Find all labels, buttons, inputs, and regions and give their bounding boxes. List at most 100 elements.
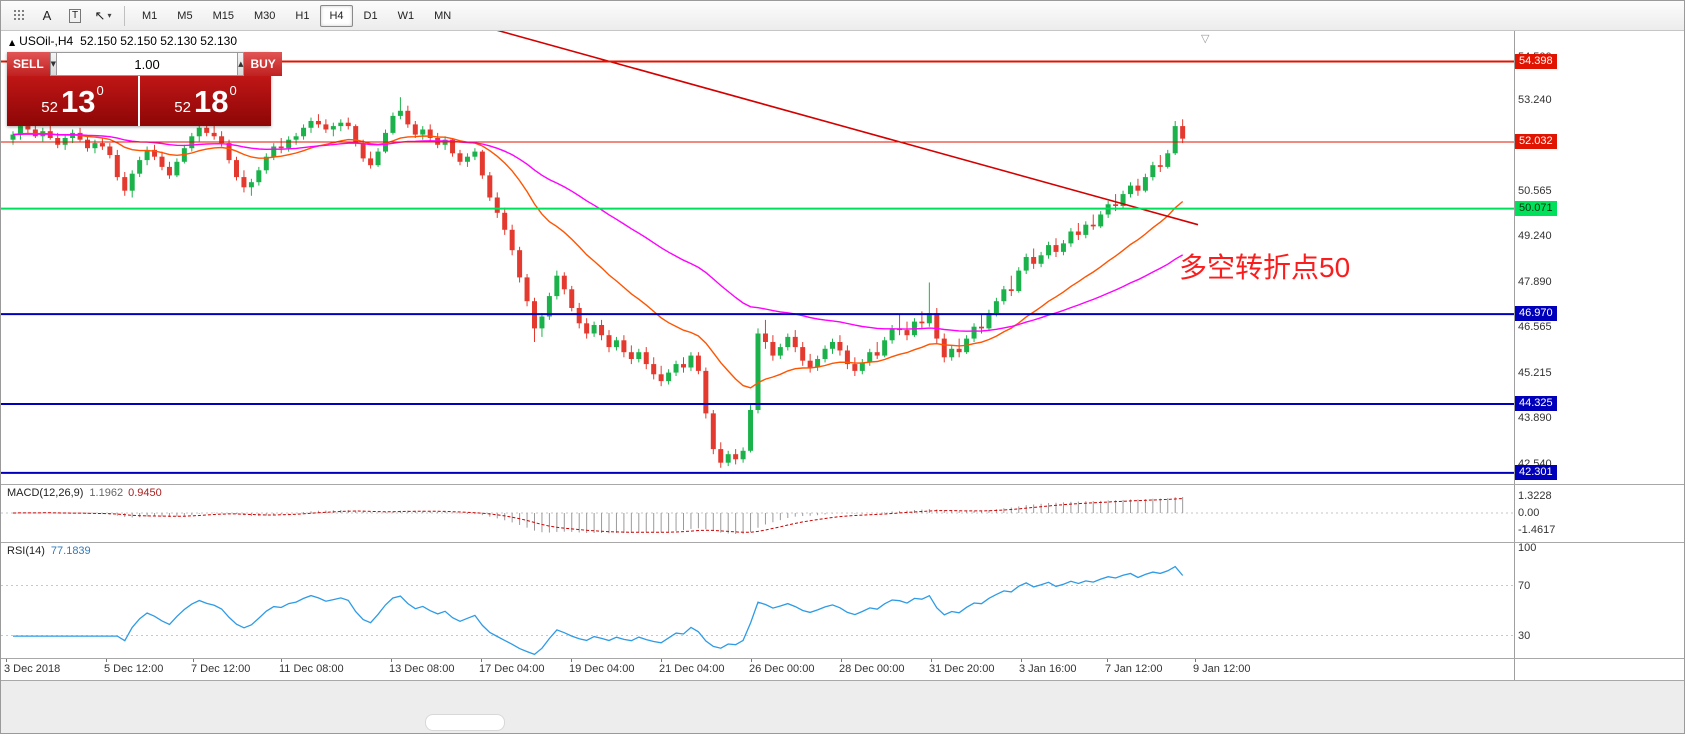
time-axis-tick	[751, 658, 752, 662]
buy-price-display[interactable]: 52 18 0	[140, 76, 271, 126]
time-axis-label: 21 Dec 04:00	[659, 663, 725, 675]
time-axis-label: 5 Dec 12:00	[104, 663, 164, 675]
macd-header: MACD(12,26,9) 1.1962 0.9450	[7, 487, 162, 499]
rsi-panel: RSI(14) 77.1839	[1, 542, 1514, 658]
symbol-label: USOil-,H4	[19, 34, 74, 48]
time-axis-tick	[193, 658, 194, 662]
macd-axis-label: -1.4617	[1518, 524, 1556, 536]
buy-button[interactable]: BUY	[244, 52, 282, 76]
price-chart-area[interactable]: ▲ USOil-,H4 52.150 52.150 52.130 52.130 SE…	[1, 31, 1514, 484]
rsi-value: 77.1839	[50, 545, 91, 557]
time-axis-label: 7 Jan 12:00	[1105, 663, 1163, 675]
time-axis-label: 7 Dec 12:00	[191, 663, 251, 675]
timeframe-button-m1[interactable]: M1	[133, 5, 166, 27]
macd-panel: MACD(12,26,9) 1.1962 0.9450	[1, 484, 1514, 542]
drawing-tools-group: A T ↖ ▾	[6, 4, 116, 28]
rsi-header: RSI(14) 77.1839	[7, 545, 91, 557]
time-axis-label: 13 Dec 08:00	[389, 663, 455, 675]
price-level-badge: 46.970	[1515, 306, 1557, 322]
rsi-axis-label: 70	[1518, 579, 1531, 592]
taskbar-pill	[425, 714, 505, 731]
chart-shift-marker[interactable]: ▽	[1201, 32, 1210, 45]
sell-price-point: 0	[96, 83, 104, 98]
volume-increase-button[interactable]: ▲	[237, 52, 245, 76]
timeframe-group: M1 M5 M15 M30 H1 H4 D1 W1 MN	[133, 4, 460, 27]
time-axis-label: 19 Dec 04:00	[569, 663, 635, 675]
time-axis-tick	[571, 658, 572, 662]
collapse-arrow-icon[interactable]: ▲	[9, 38, 16, 47]
time-axis-label: 31 Dec 20:00	[929, 663, 995, 675]
text-label-tool-icon: T	[68, 8, 82, 23]
sell-price-display[interactable]: 52 13 0	[7, 76, 138, 126]
time-axis-tick	[661, 658, 662, 662]
crosshair-icon	[12, 9, 26, 22]
time-axis-label: 17 Dec 04:00	[479, 663, 545, 675]
time-axis-label: 11 Dec 08:00	[279, 663, 344, 675]
sell-price-pips: 13	[60, 83, 96, 119]
time-axis-label: 9 Jan 12:00	[1193, 663, 1251, 675]
trade-panel-divider	[138, 76, 140, 126]
time-axis[interactable]: 3 Dec 2018 5 Dec 12:00 7 Dec 12:00 11 Dec 0…	[1, 658, 1514, 680]
text-tool-button[interactable]: A	[34, 4, 60, 28]
timeframe-button-d1[interactable]: D1	[355, 5, 387, 27]
buy-price-pips: 18	[193, 83, 229, 119]
panel-separator	[1, 680, 1684, 681]
price-chart-canvas[interactable]	[1, 31, 1514, 484]
panel-separator	[1, 658, 1684, 659]
timeframe-button-mn[interactable]: MN	[425, 5, 460, 27]
time-axis-tick	[931, 658, 932, 662]
macd-label: MACD(12,26,9)	[7, 487, 84, 499]
price-axis-label: 46.565	[1518, 320, 1552, 333]
buy-price-point: 0	[229, 83, 237, 98]
volume-decrease-button[interactable]: ▼	[49, 52, 58, 76]
chart-annotation: 多空转折点50	[1179, 252, 1351, 283]
panel-separator	[1, 542, 1684, 543]
macd-value-1: 1.1962	[89, 487, 124, 499]
macd-value-2: 0.9450	[128, 487, 162, 499]
toolbar-separator	[124, 5, 125, 26]
price-level-badge: 44.325	[1515, 396, 1557, 412]
arrows-tool-icon: ↖	[94, 7, 106, 23]
buy-price-prefix: 52	[174, 98, 191, 116]
price-level-badge: 42.301	[1515, 464, 1557, 480]
time-axis-tick	[281, 658, 282, 662]
time-axis-tick	[106, 658, 107, 662]
timeframe-button-m15[interactable]: M15	[204, 5, 243, 27]
time-axis-tick	[391, 658, 392, 662]
macd-axis-label: 0.00	[1518, 507, 1540, 519]
price-axis-label: 43.890	[1518, 411, 1552, 424]
ohlc-label: 52.150 52.150 52.130 52.130	[80, 34, 237, 48]
timeframe-button-w1[interactable]: W1	[389, 5, 424, 27]
time-axis-tick	[1021, 658, 1022, 662]
timeframe-button-h4[interactable]: H4	[320, 4, 353, 27]
rsi-axis-label: 30	[1518, 629, 1531, 642]
trade-panel-controls: SELL ▼ ▲ BUY	[7, 52, 282, 76]
timeframe-button-m5[interactable]: M5	[168, 5, 201, 27]
rsi-label: RSI(14)	[7, 545, 45, 557]
price-level-badge: 52.032	[1515, 134, 1557, 149]
macd-axis-label: 1.3228	[1518, 490, 1552, 502]
text-tool-icon: A	[42, 8, 52, 23]
time-axis-tick	[1195, 658, 1196, 662]
timeframe-button-h1[interactable]: H1	[286, 5, 318, 27]
time-axis-tick	[481, 658, 482, 662]
timeframe-button-m30[interactable]: M30	[245, 5, 284, 27]
price-axis-label: 45.215	[1518, 366, 1552, 379]
macd-canvas[interactable]	[1, 484, 1514, 542]
crosshair-tool-button[interactable]	[6, 4, 32, 28]
sell-button[interactable]: SELL	[7, 52, 50, 76]
arrows-tool-button[interactable]: ↖ ▾	[90, 4, 116, 28]
time-axis-tick	[1107, 658, 1108, 662]
text-label-tool-button[interactable]: T	[62, 4, 88, 28]
price-axis-label: 47.890	[1518, 275, 1552, 288]
volume-input[interactable]	[57, 52, 238, 76]
price-axis-label: 50.565	[1518, 184, 1552, 197]
time-axis-label: 3 Jan 16:00	[1019, 663, 1077, 675]
toolbar: A T ↖ ▾ M1 M5 M15 M30 H1 H4 D1 W1 MN	[1, 1, 1684, 31]
price-scale[interactable]: 54.50053.24050.56549.24047.89046.56545.2…	[1514, 31, 1684, 680]
chevron-down-icon: ▾	[107, 11, 112, 20]
price-axis-label: 53.240	[1518, 93, 1552, 106]
rsi-canvas[interactable]	[1, 542, 1514, 658]
